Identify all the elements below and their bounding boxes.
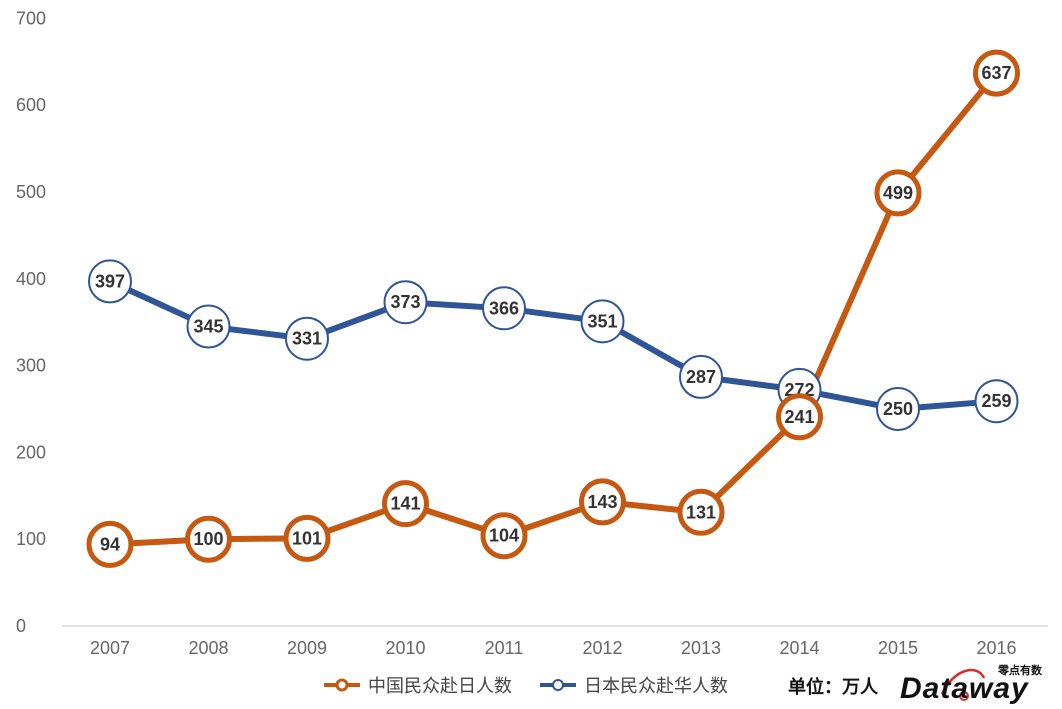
marker-china: [382, 480, 429, 528]
data-label-japan: 287: [686, 367, 716, 387]
data-label-japan: 331: [292, 329, 322, 349]
data-point-china: 637: [973, 49, 1020, 97]
data-point-china: 241: [776, 393, 823, 441]
data-label-china: 637: [981, 63, 1011, 83]
legend: 中国民众赴日人数 日本民众赴华人数: [322, 670, 728, 700]
marker-japan: [580, 299, 625, 344]
data-label-china: 141: [390, 494, 420, 514]
x-tick-label: 2007: [90, 638, 130, 658]
legend-label-china: 中国民众赴日人数: [368, 676, 512, 697]
data-point-japan: 373: [383, 280, 428, 325]
data-point-china: 104: [480, 512, 528, 560]
x-tick-label: 2010: [385, 638, 425, 658]
marker-japan: [383, 280, 428, 325]
dataway-logo: 零点有数 Dataway: [900, 663, 1043, 705]
x-tick-label: 2016: [976, 638, 1016, 658]
data-point-china: 94: [86, 520, 134, 568]
series-line-japan: [107, 278, 1000, 412]
data-point-japan: 345: [186, 304, 231, 349]
y-tick-label: 500: [16, 182, 46, 202]
data-point-japan: 287: [679, 354, 723, 399]
data-label-japan: 373: [390, 292, 420, 312]
x-tick-label: 2013: [681, 638, 721, 658]
marker-china: [283, 514, 331, 562]
data-point-china: 131: [677, 488, 725, 536]
series-line-china: [107, 70, 1000, 548]
y-tick-label: 700: [16, 8, 46, 28]
logo-subtext: 零点有数: [997, 663, 1043, 677]
data-label-japan: 250: [883, 399, 913, 419]
series-lines: [107, 70, 1000, 548]
y-tick-label: 400: [16, 269, 46, 289]
data-point-china: 143: [579, 478, 626, 526]
marker-china: [874, 169, 922, 217]
marker-japan: [482, 286, 526, 331]
y-tick-label: 600: [16, 95, 46, 115]
legend-label-japan: 日本民众赴华人数: [584, 676, 728, 697]
unit-label: 单位：万人: [788, 677, 878, 698]
x-tick-label: 2009: [287, 638, 327, 658]
data-label-china: 241: [784, 407, 814, 427]
y-axis: 0 100 200 300 400 500 600 700: [16, 8, 46, 636]
y-tick-label: 0: [16, 616, 26, 636]
marker-china: [776, 393, 823, 441]
data-label-japan: 259: [981, 391, 1011, 411]
data-point-china: 101: [283, 514, 331, 562]
marker-china: [973, 49, 1020, 97]
x-tick-label: 2014: [779, 638, 819, 658]
marker-china: [86, 520, 134, 568]
data-label-china: 131: [686, 502, 716, 522]
data-point-japan: 250: [876, 387, 920, 431]
marker-japan: [974, 379, 1019, 424]
data-label-japan: 397: [95, 271, 125, 291]
data-label-china: 143: [587, 492, 617, 512]
x-tick-label: 2008: [188, 638, 228, 658]
data-label-china: 94: [100, 534, 120, 554]
legend-item-china: 中国民众赴日人数: [322, 672, 512, 698]
marker-japan: [285, 316, 329, 361]
x-tick-label: 2015: [878, 638, 918, 658]
marker-japan: [876, 387, 920, 431]
marker-china: [480, 512, 528, 560]
legend-item-japan: 日本民众赴华人数: [538, 672, 728, 698]
logo-text: Dataway: [900, 672, 1029, 705]
data-label-china: 499: [883, 183, 913, 203]
data-point-japan: 331: [285, 316, 329, 361]
data-label-china: 104: [489, 526, 519, 546]
data-point-japan: 351: [580, 299, 625, 344]
x-tick-label: 2011: [485, 638, 524, 658]
marker-japan: [679, 354, 723, 399]
data-point-china: 141: [382, 480, 429, 528]
legend-swatch-japan: [540, 679, 576, 691]
y-tick-label: 300: [16, 356, 46, 376]
data-point-japan: 259: [974, 379, 1019, 424]
x-tick-label: 2012: [582, 638, 622, 658]
x-axis: 2007 2008 2009 2010 2011 2012 2013 2014 2015 2016: [90, 638, 1017, 658]
data-label-japan: 366: [489, 298, 519, 318]
y-tick-label: 200: [16, 442, 46, 462]
data-label-china: 101: [292, 528, 322, 548]
data-label-china: 100: [193, 529, 223, 549]
marker-japan: [88, 259, 132, 304]
data-label-japan: 351: [587, 311, 617, 331]
data-point-china: 100: [185, 515, 232, 563]
marker-china: [677, 488, 725, 536]
legend-swatch-china: [324, 678, 360, 692]
data-label-japan: 345: [193, 317, 223, 337]
marker-china: [579, 478, 626, 526]
data-point-china: 499: [874, 169, 922, 217]
data-point-japan: 397: [88, 259, 132, 304]
marker-japan: [186, 304, 231, 349]
data-point-japan: 366: [482, 286, 526, 331]
marker-china: [185, 515, 232, 563]
y-tick-label: 100: [16, 529, 46, 549]
